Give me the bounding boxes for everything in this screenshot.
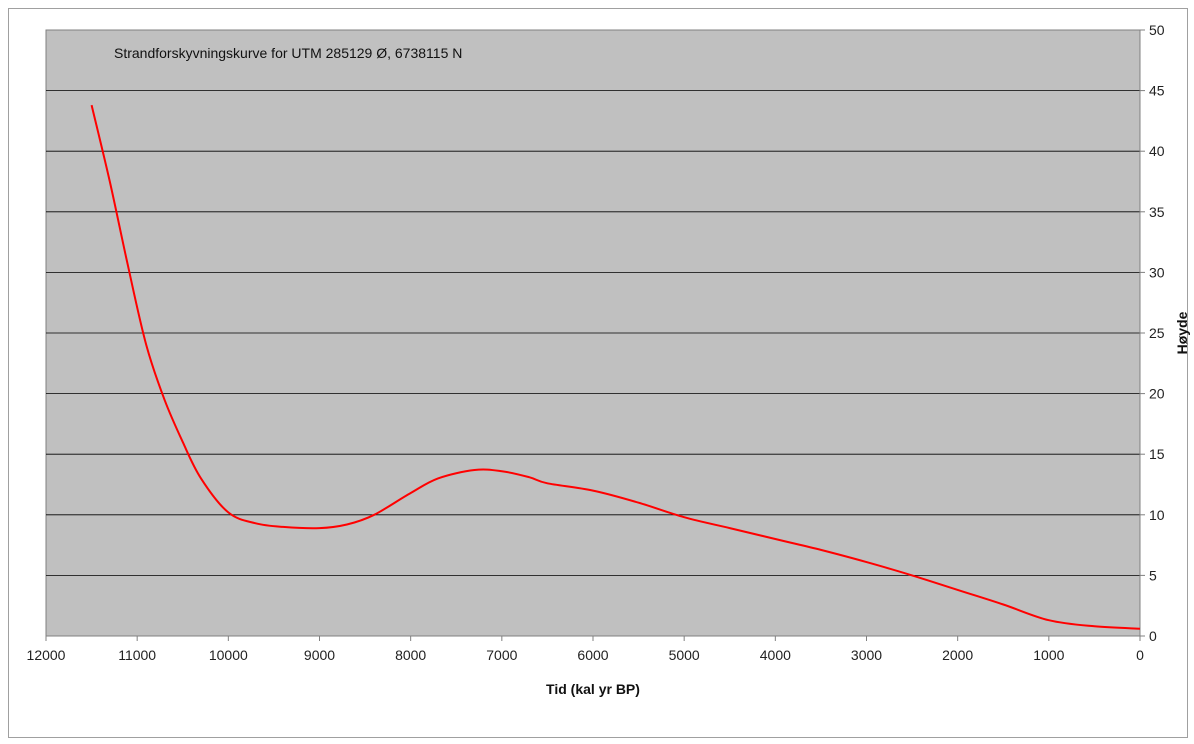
y-tick-label: 10 (1149, 507, 1165, 523)
x-tick-label: 1000 (1033, 647, 1064, 663)
x-axis-ticks: 12000 11000 10000 9000 8000 7000 6000 5000 4000 3… (27, 635, 1144, 663)
series-line (90, 104, 1141, 630)
y-tick-label: 40 (1149, 143, 1165, 159)
gridlines (46, 90, 1140, 576)
y-tick-label: 50 (1149, 22, 1165, 38)
x-tick-label: 8000 (395, 647, 426, 663)
y-axis-ticks: 0 5 10 15 20 25 30 35 40 45 50 (1139, 22, 1165, 644)
x-tick-label: 12000 (27, 647, 66, 663)
y-tick-label: 5 (1149, 567, 1157, 583)
x-tick-label: 0 (1136, 647, 1144, 663)
x-tick-label: 5000 (669, 647, 700, 663)
y-tick-label: 0 (1149, 628, 1157, 644)
x-tick-label: 11000 (118, 647, 156, 663)
x-tick-label: 4000 (760, 647, 791, 663)
x-tick-label: 2000 (942, 647, 973, 663)
x-tick-label: 9000 (304, 647, 335, 663)
chart-frame (8, 8, 1188, 738)
y-tick-label: 20 (1149, 386, 1165, 402)
x-tick-label: 3000 (851, 647, 882, 663)
x-tick-label: 6000 (577, 647, 608, 663)
y-tick-label: 25 (1149, 325, 1165, 341)
y-tick-label: 30 (1149, 264, 1165, 280)
chart-annotation: Strandforskyvningskurve for UTM 285129 Ø… (114, 45, 462, 61)
x-tick-label: 7000 (486, 647, 517, 663)
x-tick-label: 10000 (209, 647, 248, 663)
x-axis-title: Tid (kal yr BP) (546, 681, 640, 697)
y-tick-label: 35 (1149, 204, 1165, 220)
y-tick-label: 15 (1149, 446, 1165, 462)
y-axis-title: Høyde (1174, 311, 1190, 354)
y-tick-label: 45 (1149, 83, 1165, 99)
